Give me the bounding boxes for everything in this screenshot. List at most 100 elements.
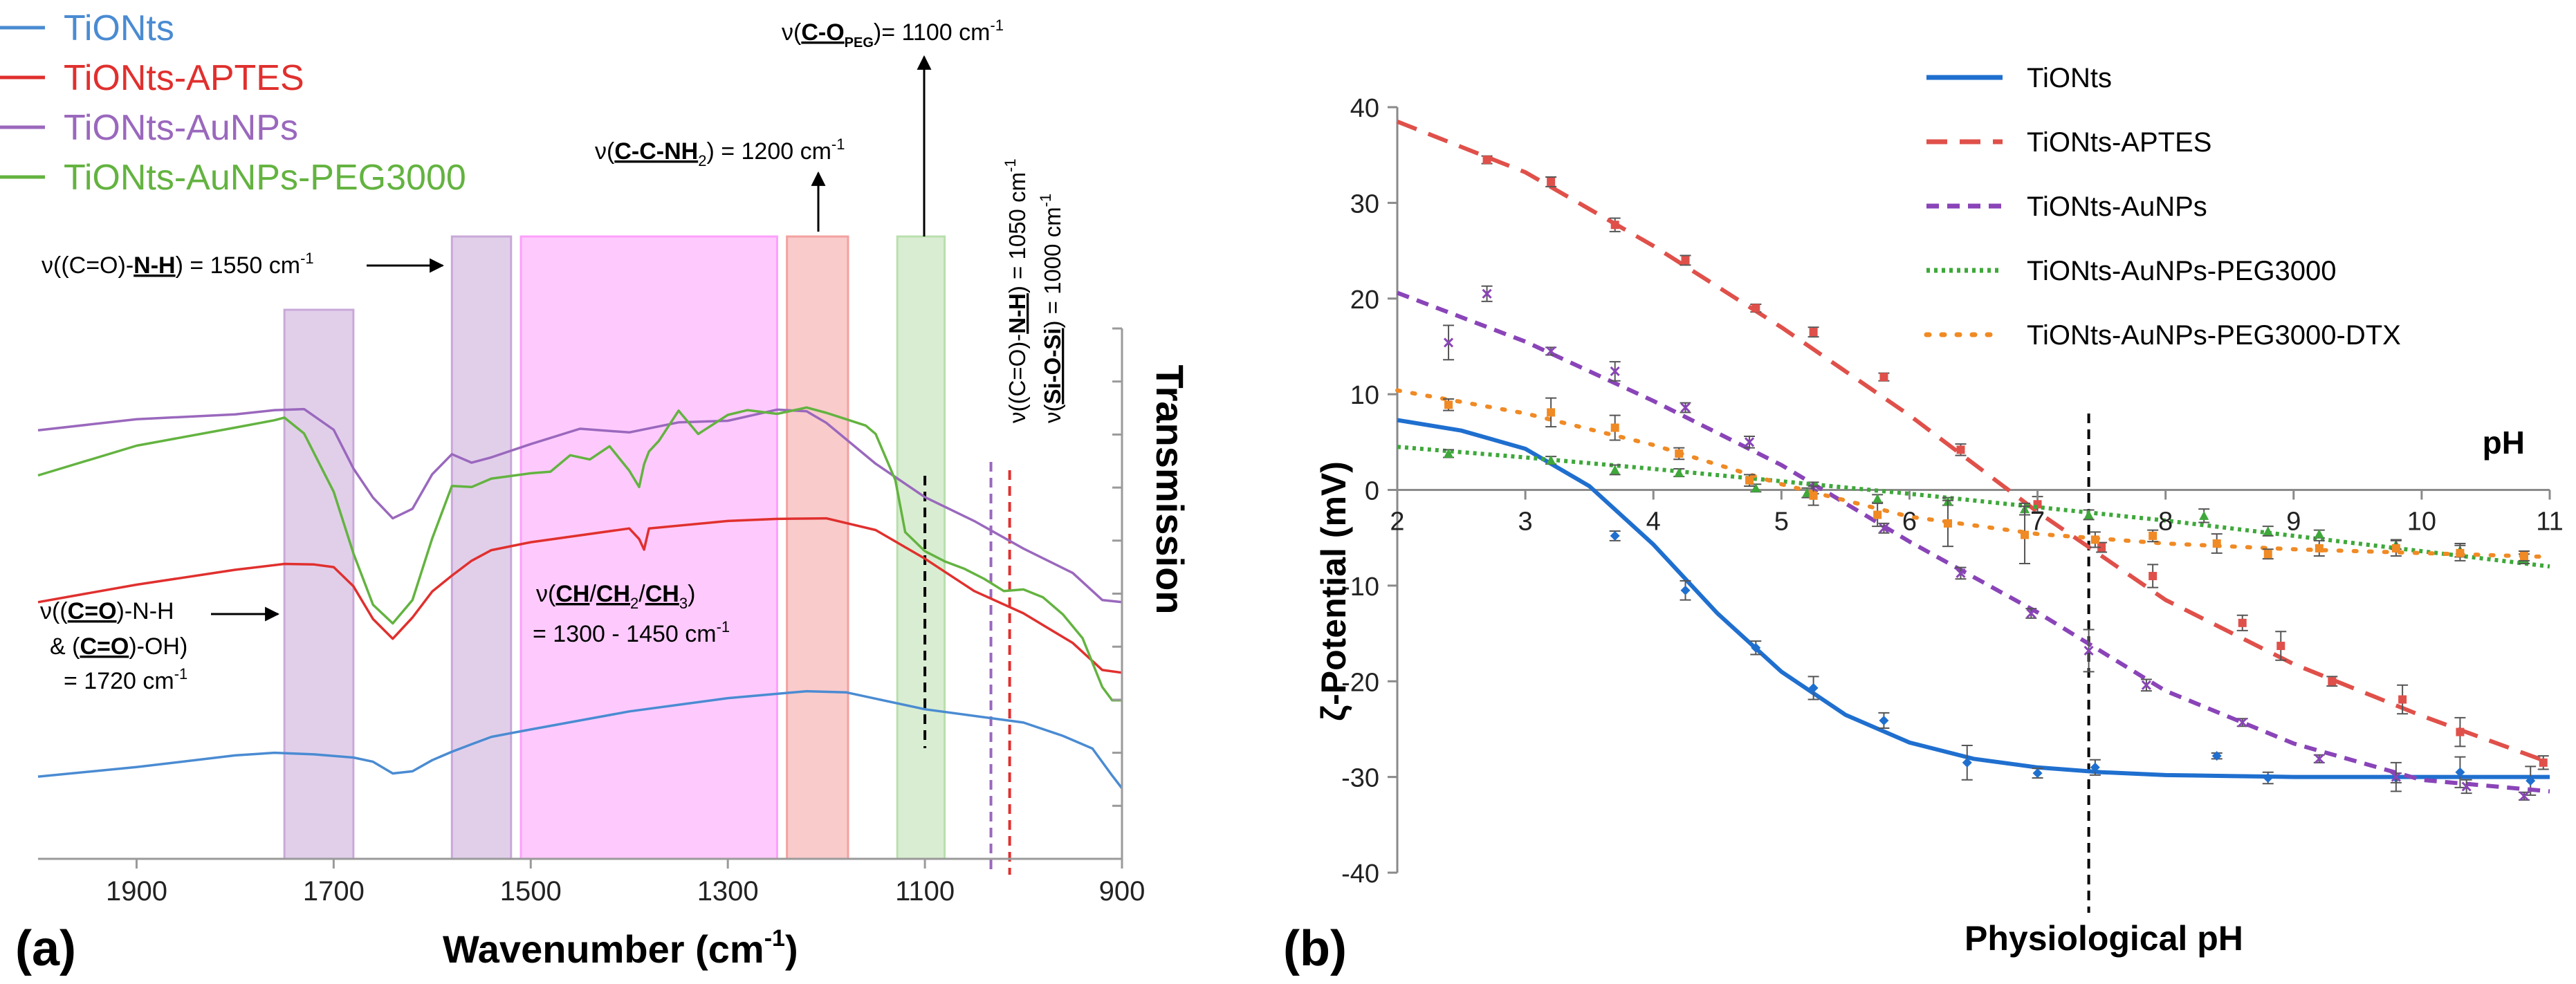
data-point — [1879, 715, 1889, 725]
legend-label-peg3000: TiONts-AuNPs-PEG3000 — [64, 158, 466, 198]
spectrum-tionts-aunps — [37, 407, 1123, 604]
data-point — [2314, 529, 2324, 539]
band-v-c-o-n-h-c-o-oh-1720-cm-1 — [283, 308, 355, 860]
data-point — [1956, 568, 1966, 578]
data-point — [1751, 483, 1761, 492]
annotation-1720-line1: ν((C=O)-N-H — [40, 598, 174, 624]
data-point — [1547, 408, 1556, 417]
zeta-x-tick-label: 2 — [1390, 508, 1404, 537]
data-point — [2141, 680, 2151, 690]
data-point — [2519, 551, 2528, 560]
data-point — [2149, 572, 2158, 581]
data-point — [1751, 304, 1760, 313]
x-tick-label: 1300 — [697, 876, 759, 907]
zeta-x-tick-label: 6 — [1902, 508, 1917, 537]
zeta-x-axis-label: pH — [2483, 425, 2525, 461]
x-tick-label: 1100 — [895, 876, 955, 907]
annotation-1050: ν((C=O)-N-H) = 1050 cm-1 — [1002, 158, 1030, 423]
panel-b-zeta-chart: -40 -30 -20 -10 0 10 20 30 40 2 3 4 5 6 7 8 9 10 11 pH ζ-… — [1283, 63, 2564, 976]
data-point — [1751, 642, 1761, 653]
data-point — [1610, 221, 1619, 230]
data-point — [2199, 510, 2209, 520]
x-axis-ticks: 1900 1700 1500 1300 1100 900 — [106, 859, 1145, 907]
y-axis-label: Transmission — [1148, 364, 1192, 614]
fit-line — [1397, 445, 2550, 569]
data-point — [1546, 455, 1556, 465]
data-point — [2211, 751, 2222, 761]
zeta-legend-label-peg3000: TiONts-AuNPs-PEG3000 — [2027, 256, 2337, 286]
x-axis-label: Wavenumber (cm-1) — [443, 925, 798, 971]
zeta-legend-label-aptes: TiONts-APTES — [2027, 127, 2211, 158]
data-point — [2026, 608, 2036, 619]
zeta-series-tionts — [1397, 418, 2550, 796]
zeta-y-tick-label: 30 — [1350, 189, 1379, 219]
zeta-axes — [1396, 107, 2550, 913]
zeta-x-tick-label: 11 — [2536, 508, 2563, 537]
spectrum-tionts-aunps-peg3000 — [37, 406, 1122, 702]
data-point — [2032, 768, 2043, 779]
x-tick-label: 1700 — [303, 876, 365, 907]
zeta-y-tick-label: -20 — [1341, 668, 1379, 697]
annotation-1200: ν(C-C-NH2) = 1200 cm-1 — [595, 136, 845, 169]
zeta-series — [1395, 120, 2552, 801]
data-point — [1873, 493, 1883, 503]
fit-line — [1395, 388, 2552, 559]
legend-label-tionts: TiONts — [64, 8, 174, 48]
annotation-ch-line1: ν(CH/CH2/CH3) — [536, 581, 695, 612]
data-point — [1681, 256, 1690, 265]
data-point — [2539, 758, 2548, 767]
data-point — [1546, 346, 1556, 356]
annotation-1100: ν(C-OPEG)= 1100 cm-1 — [782, 17, 1004, 50]
zeta-series-tionts-aunps-peg3000-dtx — [1395, 388, 2552, 565]
band-v-ch-ch2-ch3-1300-1450-cm-1 — [519, 235, 778, 860]
data-point — [1879, 373, 1888, 382]
data-point — [1610, 366, 1620, 376]
zeta-legend-label-dtx: TiONts-AuNPs-PEG3000-DTX — [2027, 320, 2401, 351]
zeta-series-tionts-aunps — [1396, 285, 2550, 801]
data-point — [2455, 767, 2465, 777]
physiological-ph-label: Physiological pH — [1965, 919, 2243, 958]
zeta-y-tick-label: -30 — [1341, 764, 1379, 793]
data-point — [1482, 156, 1491, 165]
data-point — [1680, 585, 1691, 595]
spectra-lines — [37, 406, 1123, 790]
data-point — [2391, 772, 2401, 782]
zeta-x-tick-label: 5 — [1774, 508, 1789, 537]
spectrum-tionts — [37, 689, 1123, 790]
data-point — [2149, 531, 2158, 540]
fit-line — [1397, 418, 2550, 779]
data-point — [1745, 476, 1754, 485]
data-point — [1444, 400, 1453, 409]
data-point — [1610, 530, 1620, 541]
data-point — [1482, 288, 1492, 299]
data-point — [2328, 677, 2337, 686]
data-point — [2212, 539, 2221, 548]
annotation-ch-line2: = 1300 - 1450 cm-1 — [533, 618, 730, 647]
data-point — [2090, 535, 2099, 544]
data-point — [2238, 618, 2247, 627]
legend-label-aunps: TiONts-AuNPs — [64, 108, 298, 148]
data-point — [2263, 526, 2273, 536]
data-point — [2090, 762, 2100, 772]
zeta-x-tick-label: 3 — [1518, 508, 1533, 537]
zeta-series-tionts-aptes — [1396, 120, 2551, 770]
data-point — [2456, 548, 2465, 557]
data-point — [1444, 448, 1454, 458]
legend-label-aptes: TiONts-APTES — [64, 58, 304, 98]
annotation-1550: ν((C=O)-N-H) = 1550 cm-1 — [42, 250, 314, 279]
data-point — [2083, 645, 2094, 656]
zeta-y-tick-label: 10 — [1350, 381, 1379, 410]
data-point — [2083, 510, 2094, 519]
data-point — [1873, 510, 1882, 519]
data-point — [2276, 642, 2285, 651]
data-point — [1962, 757, 1972, 768]
data-point — [2456, 727, 2465, 736]
zeta-x-tick-label: 9 — [2286, 508, 2301, 537]
data-point — [1809, 328, 1818, 337]
data-point — [2263, 773, 2273, 783]
data-point — [2021, 530, 2030, 539]
annotation-1000: ν(Si-O-Si) = 1000 cm-1 — [1037, 194, 1065, 423]
data-point — [2519, 791, 2530, 801]
data-point — [2391, 544, 2400, 553]
panel-label-a: (a) — [15, 921, 76, 976]
